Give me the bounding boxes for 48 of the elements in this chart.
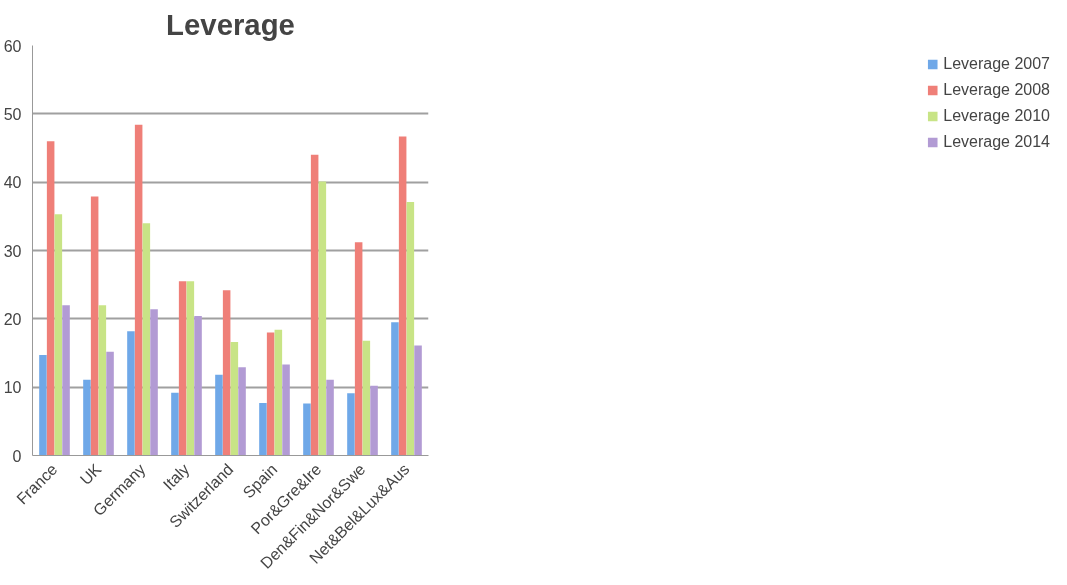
y-tick-label: 30 [3, 242, 22, 260]
bar [370, 385, 378, 456]
bar [90, 196, 99, 456]
bar [98, 305, 107, 456]
bar [362, 340, 371, 456]
bar [186, 281, 195, 456]
bar [326, 379, 334, 456]
bar [178, 281, 187, 456]
bar [106, 351, 114, 456]
legend-label: Leverage 2007 [943, 55, 1050, 73]
legend-label: Leverage 2014 [943, 133, 1050, 151]
bar [46, 141, 55, 456]
bar [62, 305, 70, 456]
bar [171, 392, 179, 456]
y-tick-label: 50 [3, 105, 22, 123]
bar [259, 402, 267, 456]
bar [222, 290, 231, 456]
legend-label: Leverage 2008 [943, 81, 1050, 99]
bar [347, 393, 355, 456]
bar [134, 124, 143, 456]
legend-label: Leverage 2010 [943, 107, 1050, 125]
bar [83, 379, 91, 456]
bar [142, 223, 151, 456]
bar [414, 345, 422, 456]
y-tick-label: 60 [3, 37, 22, 55]
bar [391, 322, 399, 456]
y-tick-label: 0 [12, 447, 22, 465]
y-tick-label: 10 [3, 379, 22, 397]
bar [238, 367, 246, 456]
chart-title: Leverage [166, 7, 295, 41]
bar [282, 364, 290, 456]
bar [215, 374, 223, 456]
bar [54, 214, 63, 456]
bar [266, 332, 275, 456]
bar [230, 342, 239, 456]
bar [150, 309, 158, 456]
bar [310, 154, 319, 456]
bar [354, 242, 363, 456]
bar [127, 331, 135, 456]
bar [303, 403, 311, 456]
bar [318, 181, 327, 456]
bar [39, 355, 47, 456]
bar [398, 136, 407, 456]
bar [406, 201, 415, 456]
bar [194, 316, 202, 456]
bar [274, 329, 283, 456]
y-tick-label: 40 [3, 174, 22, 192]
y-tick-label: 20 [3, 310, 22, 328]
